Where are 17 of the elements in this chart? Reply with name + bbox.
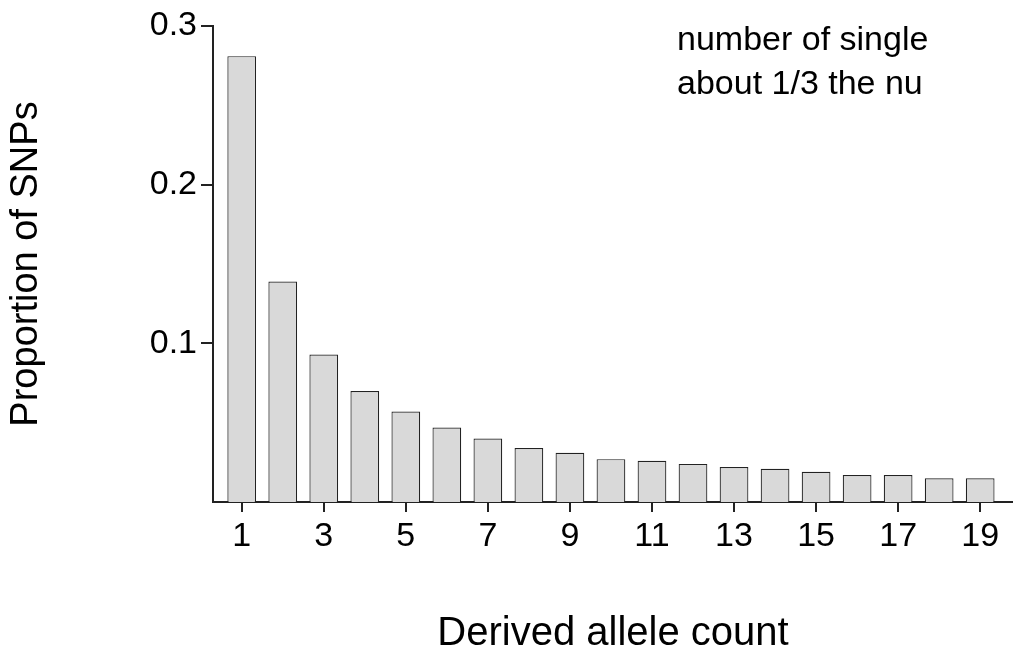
x-tick-label: 13 (715, 514, 753, 553)
x-tick-label: 11 (634, 514, 670, 553)
x-tick-label: 17 (879, 514, 918, 553)
x-tick-label: 9 (560, 514, 580, 553)
x-tick-label: 3 (314, 514, 334, 553)
y-axis-title: Proportion of SNPs (3, 101, 46, 427)
y-tick-label: 0.1 (149, 321, 197, 360)
x-axis-title: Derived allele count (437, 609, 789, 654)
y-tick-label: 0.3 (149, 4, 197, 43)
x-tick-label: 19 (961, 514, 1000, 553)
x-tick-label: 1 (232, 514, 252, 553)
y-tick-label: 0.2 (149, 163, 197, 202)
x-tick-label: 5 (396, 514, 416, 553)
x-tick-label: 15 (797, 514, 835, 553)
annotation: about 1/3 the nu (677, 63, 923, 101)
annotation: number of single (677, 19, 929, 57)
x-tick-label: 7 (478, 514, 498, 553)
